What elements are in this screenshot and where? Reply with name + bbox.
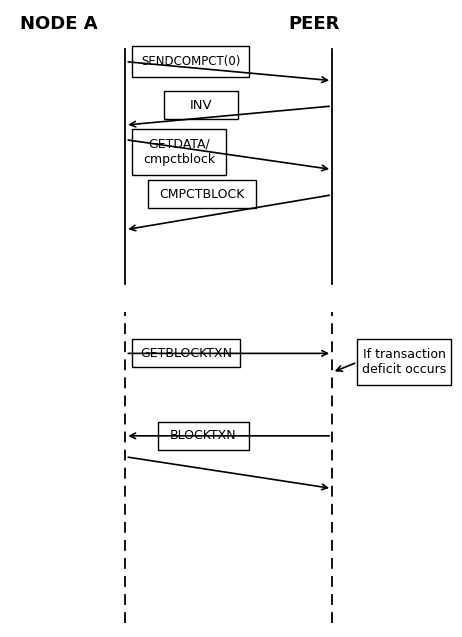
Text: GETDATA/
cmpctblock: GETDATA/ cmpctblock: [143, 138, 215, 166]
Text: NODE A: NODE A: [20, 15, 97, 32]
FancyBboxPatch shape: [148, 180, 256, 208]
Text: GETBLOCKTXN: GETBLOCKTXN: [140, 347, 232, 360]
FancyBboxPatch shape: [132, 129, 226, 175]
Text: INV: INV: [190, 99, 213, 112]
FancyBboxPatch shape: [132, 47, 249, 77]
FancyBboxPatch shape: [132, 340, 240, 368]
Text: If transaction
deficit occurs: If transaction deficit occurs: [362, 348, 446, 376]
Text: CMPCTBLOCK: CMPCTBLOCK: [159, 188, 245, 201]
Text: BLOCKTXN: BLOCKTXN: [170, 429, 237, 442]
Text: SENDCOMPCT(0): SENDCOMPCT(0): [141, 55, 241, 68]
Text: PEER: PEER: [288, 15, 340, 32]
FancyBboxPatch shape: [164, 92, 238, 119]
FancyBboxPatch shape: [357, 340, 451, 385]
FancyBboxPatch shape: [158, 422, 249, 450]
